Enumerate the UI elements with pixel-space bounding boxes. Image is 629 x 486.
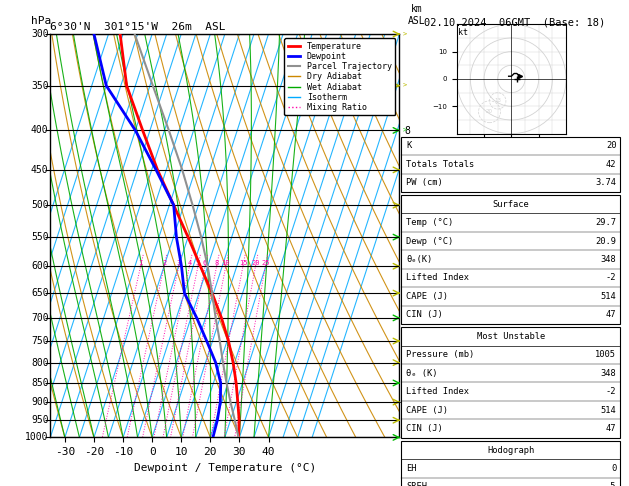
Text: CIN (J): CIN (J) [406,424,443,433]
Text: Pressure (mb): Pressure (mb) [406,350,475,359]
Text: 20.9: 20.9 [596,237,616,245]
Text: 514: 514 [601,292,616,301]
Text: Hodograph: Hodograph [487,446,535,454]
Text: 550: 550 [31,232,48,242]
Text: 02.10.2024  06GMT  (Base: 18): 02.10.2024 06GMT (Base: 18) [424,17,605,27]
Text: km
ASL: km ASL [408,4,426,26]
Text: 4: 4 [187,260,192,266]
Text: © weatheronline.co.uk: © weatheronline.co.uk [462,472,567,481]
Text: 700: 700 [31,313,48,323]
Text: >: > [403,167,407,173]
Text: 10: 10 [221,260,230,266]
Text: Surface: Surface [493,200,529,208]
Text: 20: 20 [606,141,616,150]
Text: K: K [406,141,411,150]
Text: 42: 42 [606,160,616,169]
Text: 1000: 1000 [25,433,48,442]
Text: 400: 400 [31,125,48,136]
Text: 13: 13 [494,98,501,104]
Text: >: > [403,434,407,440]
Text: >: > [403,127,407,133]
Text: 500: 500 [31,200,48,210]
Text: Most Unstable: Most Unstable [477,332,545,341]
Text: 1005: 1005 [596,350,616,359]
Text: PW (cm): PW (cm) [406,178,443,187]
Text: 348: 348 [601,255,616,264]
Text: -2: -2 [606,274,616,282]
Text: 1: 1 [138,260,143,266]
Text: 850: 850 [31,378,48,388]
Text: Lifted Index: Lifted Index [406,274,469,282]
Text: >: > [403,399,407,405]
Text: 8: 8 [214,260,219,266]
Text: 450: 450 [31,165,48,175]
Text: >: > [403,338,407,344]
Legend: Temperature, Dewpoint, Parcel Trajectory, Dry Adiabat, Wet Adiabat, Isotherm, Mi: Temperature, Dewpoint, Parcel Trajectory… [284,38,395,115]
Text: >: > [403,380,407,386]
Text: 6: 6 [203,260,207,266]
Text: CAPE (J): CAPE (J) [406,406,448,415]
Text: 600: 600 [31,261,48,271]
Text: 800: 800 [31,358,48,367]
Text: Totals Totals: Totals Totals [406,160,475,169]
Text: 0: 0 [611,464,616,473]
Text: 514: 514 [601,406,616,415]
Text: 2: 2 [162,260,166,266]
Text: 47: 47 [606,424,616,433]
Text: θₑ (K): θₑ (K) [406,369,438,378]
Text: >: > [403,315,407,321]
Text: >: > [403,202,407,208]
Text: 350: 350 [31,81,48,91]
Text: >: > [403,290,407,296]
Text: >: > [403,83,407,88]
Text: 29.7: 29.7 [596,218,616,227]
Text: >: > [403,234,407,240]
Text: 300: 300 [31,29,48,39]
Text: CIN (J): CIN (J) [406,311,443,319]
Text: EH: EH [406,464,417,473]
Text: 15: 15 [238,260,247,266]
Text: Temp (°C): Temp (°C) [406,218,454,227]
Text: Dewp (°C): Dewp (°C) [406,237,454,245]
X-axis label: Dewpoint / Temperature (°C): Dewpoint / Temperature (°C) [134,463,316,473]
Text: 5: 5 [196,260,200,266]
Text: 25: 25 [261,260,270,266]
Text: 20: 20 [251,260,260,266]
Text: 47: 47 [606,311,616,319]
Text: 3: 3 [177,260,181,266]
Text: 20: 20 [486,109,493,114]
Text: 650: 650 [31,288,48,298]
Text: hPa: hPa [31,16,52,26]
Text: CAPE (J): CAPE (J) [406,292,448,301]
Text: 6°30'N  301°15'W  26m  ASL: 6°30'N 301°15'W 26m ASL [50,22,226,32]
Text: 750: 750 [31,336,48,346]
Text: -2: -2 [606,387,616,396]
Text: 950: 950 [31,415,48,425]
Text: Lifted Index: Lifted Index [406,387,469,396]
Text: >: > [403,31,407,37]
Text: SREH: SREH [406,483,427,486]
Text: >: > [403,360,407,365]
Text: >: > [403,263,407,269]
Text: 348: 348 [601,369,616,378]
Text: >: > [403,417,407,423]
Text: 900: 900 [31,397,48,407]
Text: 3.74: 3.74 [596,178,616,187]
Text: -5: -5 [606,483,616,486]
Text: LCL: LCL [403,398,418,407]
Text: kt: kt [458,28,468,37]
Text: θₑ(K): θₑ(K) [406,255,433,264]
